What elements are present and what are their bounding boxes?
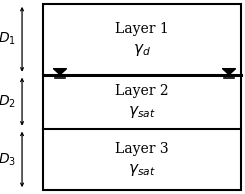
Text: $D_3$: $D_3$	[0, 151, 16, 168]
Text: Layer 1: Layer 1	[115, 22, 169, 36]
Text: $\gamma_d$: $\gamma_d$	[133, 42, 151, 58]
Bar	[43, 4, 241, 190]
Text: $\gamma_{sat}$: $\gamma_{sat}$	[128, 104, 156, 120]
Text: $D_2$: $D_2$	[0, 94, 16, 110]
Text: Layer 3: Layer 3	[115, 142, 169, 156]
Text: Layer 2: Layer 2	[115, 84, 169, 98]
Polygon shape	[223, 69, 235, 75]
Text: $D_1$: $D_1$	[0, 31, 16, 48]
Polygon shape	[54, 69, 66, 75]
Text: $\gamma_{sat}$: $\gamma_{sat}$	[128, 162, 156, 178]
